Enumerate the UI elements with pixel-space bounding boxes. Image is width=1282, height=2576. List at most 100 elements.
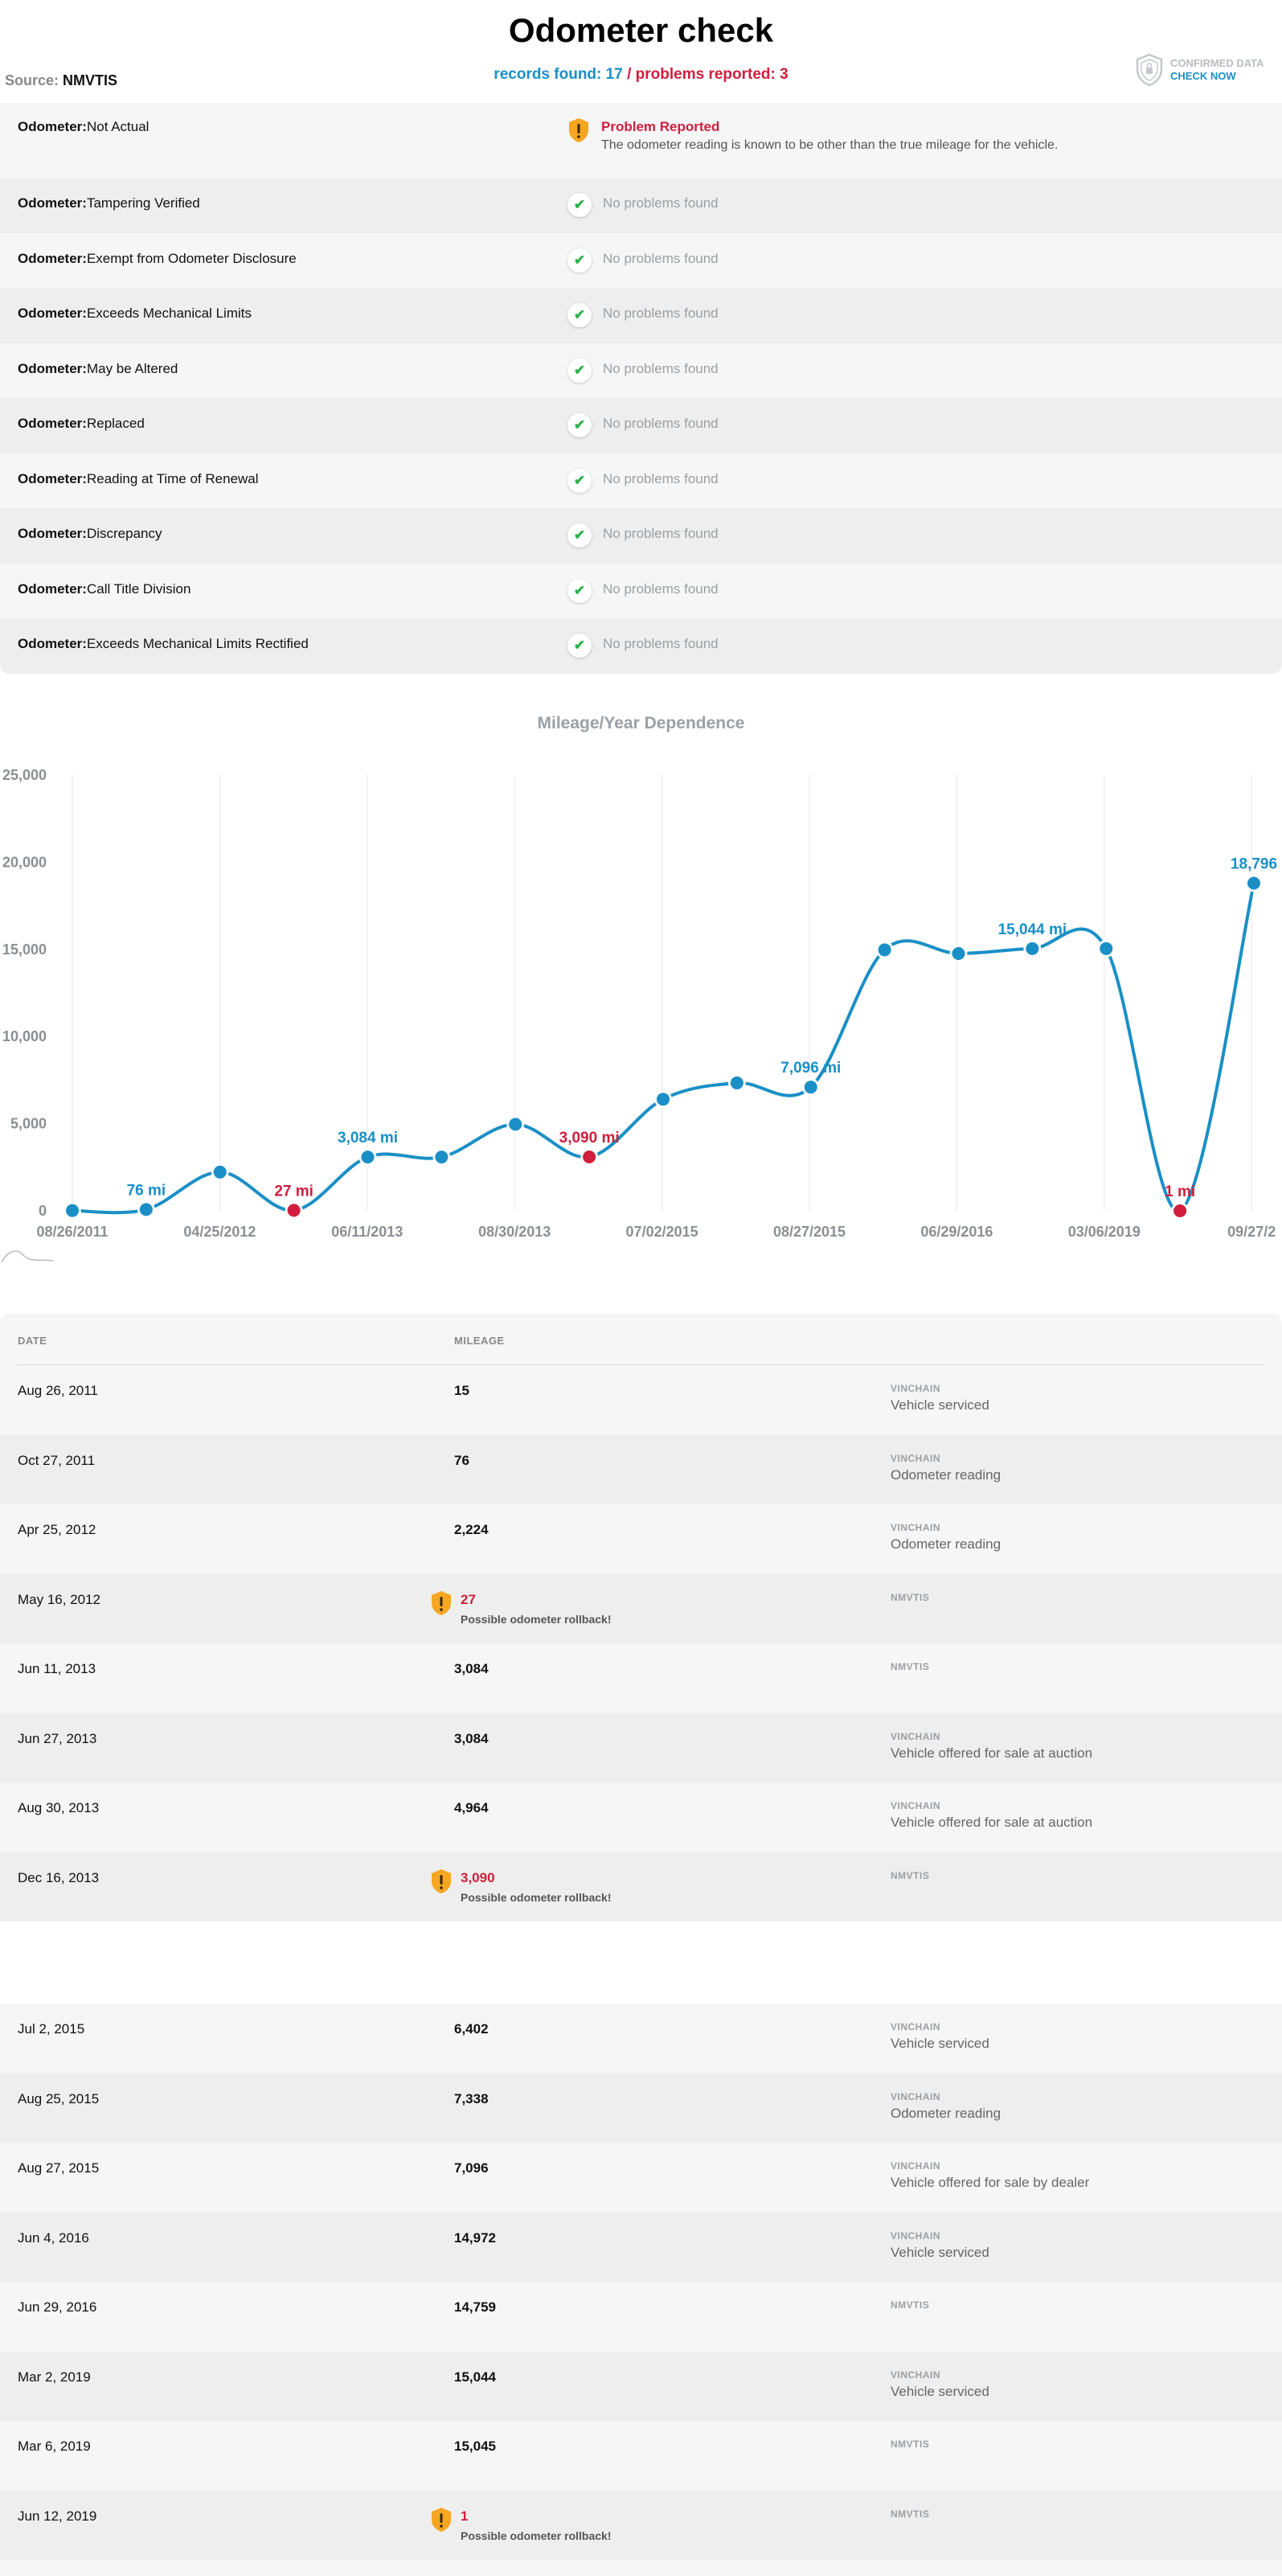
odometer-check-name: Odometer:Replaced [0, 416, 567, 432]
history-mileage: 76 [454, 1452, 469, 1468]
history-mileage-cell: 14,759 [454, 2299, 891, 2352]
history-mileage: 14,759 [454, 2299, 496, 2315]
history-mileage-cell: 14,972 [454, 2230, 891, 2283]
data-label: 7,096 mi [780, 1060, 841, 1077]
y-tick-label: 5,000 [10, 1116, 47, 1132]
problem-data-point[interactable] [1173, 1204, 1187, 1217]
no-problems-text: No problems found [603, 250, 719, 266]
y-tick-label: 20,000 [2, 854, 47, 870]
history-mileage-cell: 15 [454, 1383, 891, 1435]
data-point[interactable] [1026, 941, 1039, 955]
data-point[interactable] [878, 943, 891, 957]
x-tick-label: 08/26/2011 [36, 1224, 108, 1240]
history-mileage-cell: 76 [454, 1453, 891, 1505]
odometer-check-row: Odometer:Exempt from Odometer Disclosure… [0, 232, 1282, 288]
data-point[interactable] [804, 1081, 817, 1094]
history-source: NMVTIS [891, 1661, 930, 1672]
history-event: Vehicle serviced [891, 2244, 989, 2260]
data-point[interactable] [139, 1203, 153, 1216]
warning-shield-icon [430, 1590, 453, 1626]
data-point[interactable] [213, 1165, 227, 1179]
data-label: 76 mi [127, 1182, 166, 1199]
history-date: Dec 16, 2013 [18, 1869, 100, 1885]
history-mileage-cell: 4,964 [454, 1800, 891, 1852]
history-mileage-cell: 2,224 [454, 1522, 891, 1574]
history-source: NMVTIS [891, 2439, 930, 2450]
data-point[interactable] [730, 1076, 743, 1089]
confirmed-data-link[interactable]: CONFIRMED DATA CHECK NOW [1135, 53, 1264, 87]
history-date: Aug 30, 2013 [18, 1800, 100, 1815]
history-event: Vehicle offered for sale at auction [891, 1745, 1093, 1761]
no-problems-text: No problems found [603, 470, 719, 486]
rollback-warning: 3,090 Possible odometer rollback! [430, 1868, 612, 1904]
mileage-column-header: MILEAGE [454, 1335, 505, 1347]
data-label: 3,090 mi [559, 1130, 620, 1146]
history-source-cell: VINCHAIN Vehicle serviced [891, 2230, 989, 2283]
check-now-label: CHECK NOW [1170, 70, 1236, 82]
data-point[interactable] [657, 1093, 670, 1106]
history-row: Jul 2, 2015 6,402 VINCHAIN Vehicle serviced [0, 2004, 1282, 2074]
history-mileage: 14,972 [454, 2229, 496, 2246]
data-point[interactable] [1247, 876, 1260, 890]
history-source-cell: VINCHAIN Vehicle serviced [891, 2021, 989, 2074]
history-source-cell: VINCHAIN Vehicle serviced [891, 2369, 989, 2422]
history-source: VINCHAIN [891, 2229, 941, 2242]
problem-description: The odometer reading is known to be othe… [601, 138, 1059, 152]
history-source-cell: VINCHAIN Vehicle offered for sale at auct… [891, 1731, 1092, 1783]
odometer-check-name: Odometer:Reading at Time of Renewal [0, 471, 567, 487]
history-source: VINCHAIN [891, 2160, 941, 2172]
checkmark-icon: ✔ [567, 413, 592, 437]
history-row: Jun 27, 2013 3,084 VINCHAIN Vehicle offered… [0, 1713, 1282, 1783]
history-mileage: 3,090 [461, 1869, 495, 1885]
history-gap [0, 1922, 1282, 2004]
problem-data-point[interactable] [287, 1204, 301, 1217]
odometer-prefix: Odometer: [18, 306, 87, 321]
odometer-check-status: ✔ No problems found [567, 468, 719, 493]
odometer-prefix: Odometer: [18, 580, 87, 597]
history-row: Aug 25, 2015 7,338 VINCHAIN Odometer readin… [0, 2073, 1282, 2143]
data-point[interactable] [435, 1151, 448, 1164]
history-source-cell: VINCHAIN Vehicle offered for sale at auct… [891, 1800, 1092, 1852]
y-tick-label: 15,000 [2, 941, 47, 958]
odometer-check-name: Odometer:Tampering Verified [0, 195, 567, 211]
history-row: Jun 4, 2016 14,972 VINCHAIN Vehicle service… [0, 2212, 1282, 2283]
records-separator: / [627, 66, 632, 83]
history-date: May 16, 2012 [18, 1591, 101, 1607]
history-event: Odometer reading [891, 1536, 1001, 1552]
data-point[interactable] [361, 1151, 375, 1164]
no-problems-text: No problems found [603, 360, 719, 376]
mileage-chart: 08/26/2011 04/25/2012 06/11/2013 08/30/2013… [1, 767, 1277, 1263]
date-column-header: DATE [18, 1335, 47, 1347]
odometer-check-row: Odometer:Exceeds Mechanical Limits Recti… [0, 618, 1282, 674]
history-row: Jun 29, 2016 14,759 NMVTIS [0, 2282, 1282, 2352]
records-summary: records found: 17 / problems reported: 3 [0, 66, 1282, 84]
history-source: VINCHAIN [891, 2021, 941, 2032]
history-event: Vehicle serviced [891, 2383, 989, 2399]
data-point[interactable] [952, 947, 965, 961]
odometer-check-row: Odometer:Reading at Time of Renewal ✔ No p… [0, 453, 1282, 508]
odometer-prefix: Odometer: [18, 250, 87, 266]
history-date: Mar 2, 2019 [18, 2369, 91, 2385]
history-row: Aug 26, 2011 15 VINCHAIN Vehicle serviced [0, 1365, 1282, 1435]
chart-navigator[interactable] [1, 1250, 54, 1263]
history-date: Oct 27, 2011 [18, 1452, 96, 1468]
history-date: Jun 11, 2013 [18, 1661, 96, 1676]
odometer-check-status: ✔ No problems found [567, 358, 719, 383]
history-mileage: 7,096 [454, 2160, 489, 2176]
confirmed-shield-icon [1136, 53, 1163, 87]
data-point[interactable] [1100, 941, 1113, 955]
data-point[interactable] [66, 1204, 79, 1217]
data-label: 3,084 mi [338, 1130, 398, 1146]
records-found: records found: 17 [494, 66, 623, 83]
history-source: VINCHAIN [891, 1383, 941, 1394]
history-source-cell: VINCHAIN Odometer reading [891, 2091, 1001, 2143]
data-point[interactable] [509, 1118, 522, 1131]
source-label-text: Source: [5, 72, 59, 88]
history-mileage: 3,084 [454, 1661, 489, 1676]
history-rows-bottom: Jul 2, 2015 6,402 VINCHAIN Vehicle serviced… [0, 2004, 1282, 2576]
rollback-text: Possible odometer rollback! [461, 1890, 612, 1904]
page-title: Odometer check [508, 11, 774, 49]
odometer-checks-table: Odometer:Not Actual Problem Reported The o… [0, 103, 1282, 674]
problem-data-point[interactable] [583, 1151, 596, 1164]
